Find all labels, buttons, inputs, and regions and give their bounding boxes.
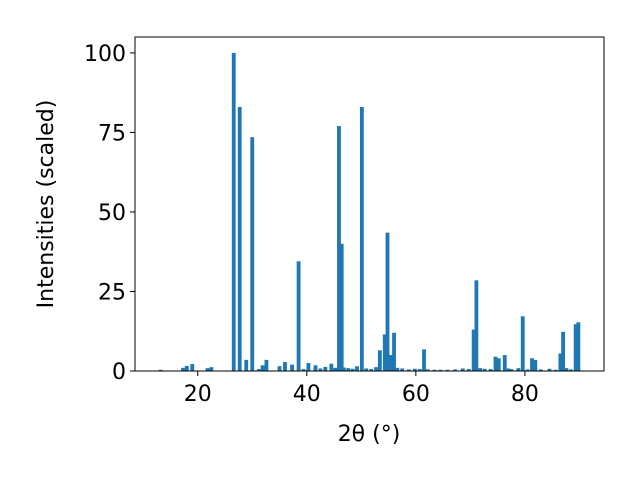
bar <box>337 126 341 371</box>
x-tick-label: 40 <box>293 382 321 407</box>
bar <box>256 369 261 371</box>
bar <box>290 364 294 371</box>
bar <box>506 368 510 371</box>
y-tick-label: 75 <box>98 121 126 146</box>
bar <box>553 369 558 371</box>
bar <box>496 358 501 371</box>
bar <box>333 367 338 371</box>
bar <box>561 331 566 371</box>
x-tick-label: 60 <box>402 382 430 407</box>
bar <box>576 322 581 371</box>
bar <box>533 359 538 371</box>
bar <box>355 366 359 371</box>
bar <box>493 356 498 371</box>
bar <box>364 368 369 371</box>
y-tick-label: 25 <box>98 280 126 305</box>
x-axis-label: 2θ (°) <box>338 422 401 447</box>
bar <box>445 369 450 371</box>
bar <box>471 329 476 371</box>
bar <box>432 369 437 371</box>
bar <box>530 358 534 371</box>
bar <box>350 368 355 371</box>
bar <box>277 366 282 371</box>
bar <box>283 362 287 371</box>
bar <box>525 369 530 371</box>
bar <box>388 355 393 371</box>
bar <box>205 368 210 371</box>
bar <box>474 280 479 371</box>
x-tick-label: 20 <box>184 382 212 407</box>
bar <box>377 350 382 371</box>
bar <box>181 367 185 371</box>
bar <box>460 368 465 371</box>
y-tick-label: 100 <box>84 42 126 67</box>
bar <box>488 369 493 371</box>
bar <box>547 368 552 371</box>
bar <box>385 232 390 371</box>
bar <box>573 324 578 371</box>
y-axis-label: Intensities (scaled) <box>34 100 59 309</box>
bar <box>382 334 387 371</box>
bar <box>313 365 318 371</box>
bar <box>209 367 214 371</box>
x-tick-label: 80 <box>511 382 539 407</box>
y-tick-label: 50 <box>98 201 126 226</box>
bar <box>329 363 334 371</box>
bar <box>417 369 422 371</box>
y-axis: 0 25 50 75 100 <box>84 42 135 385</box>
bar <box>482 368 487 371</box>
bar <box>301 369 306 371</box>
bar <box>406 369 411 371</box>
bar <box>516 368 521 371</box>
bar <box>339 243 344 371</box>
bar <box>558 353 563 371</box>
bar <box>359 106 364 371</box>
bar <box>250 137 255 371</box>
bar <box>346 368 351 371</box>
bar <box>438 369 443 371</box>
bar <box>392 332 396 371</box>
bar <box>395 367 400 371</box>
x-axis: 20 40 60 80 <box>184 371 539 407</box>
bar <box>190 364 195 371</box>
bar <box>564 368 569 371</box>
bar-series <box>158 52 581 372</box>
bar <box>318 368 323 371</box>
bar <box>374 367 378 371</box>
bar <box>158 369 163 371</box>
bar <box>422 349 426 371</box>
bar <box>323 366 328 371</box>
bar <box>509 369 514 371</box>
bar <box>400 368 405 371</box>
bar <box>231 52 236 372</box>
bar <box>184 365 189 371</box>
bar <box>412 368 417 371</box>
bar <box>478 368 483 371</box>
bar <box>502 355 507 371</box>
bar <box>538 369 543 371</box>
bar <box>341 367 346 371</box>
bar <box>260 365 265 371</box>
bar <box>466 369 471 371</box>
bar <box>237 106 242 371</box>
bar <box>306 363 311 371</box>
plot-frame <box>134 36 605 372</box>
bar <box>369 369 374 371</box>
bar <box>453 369 458 371</box>
bar <box>425 369 430 371</box>
bar <box>296 261 301 371</box>
bar <box>568 369 573 371</box>
bar <box>244 359 249 371</box>
bar <box>264 359 269 371</box>
bar <box>520 316 525 371</box>
y-tick-label: 0 <box>112 360 126 385</box>
